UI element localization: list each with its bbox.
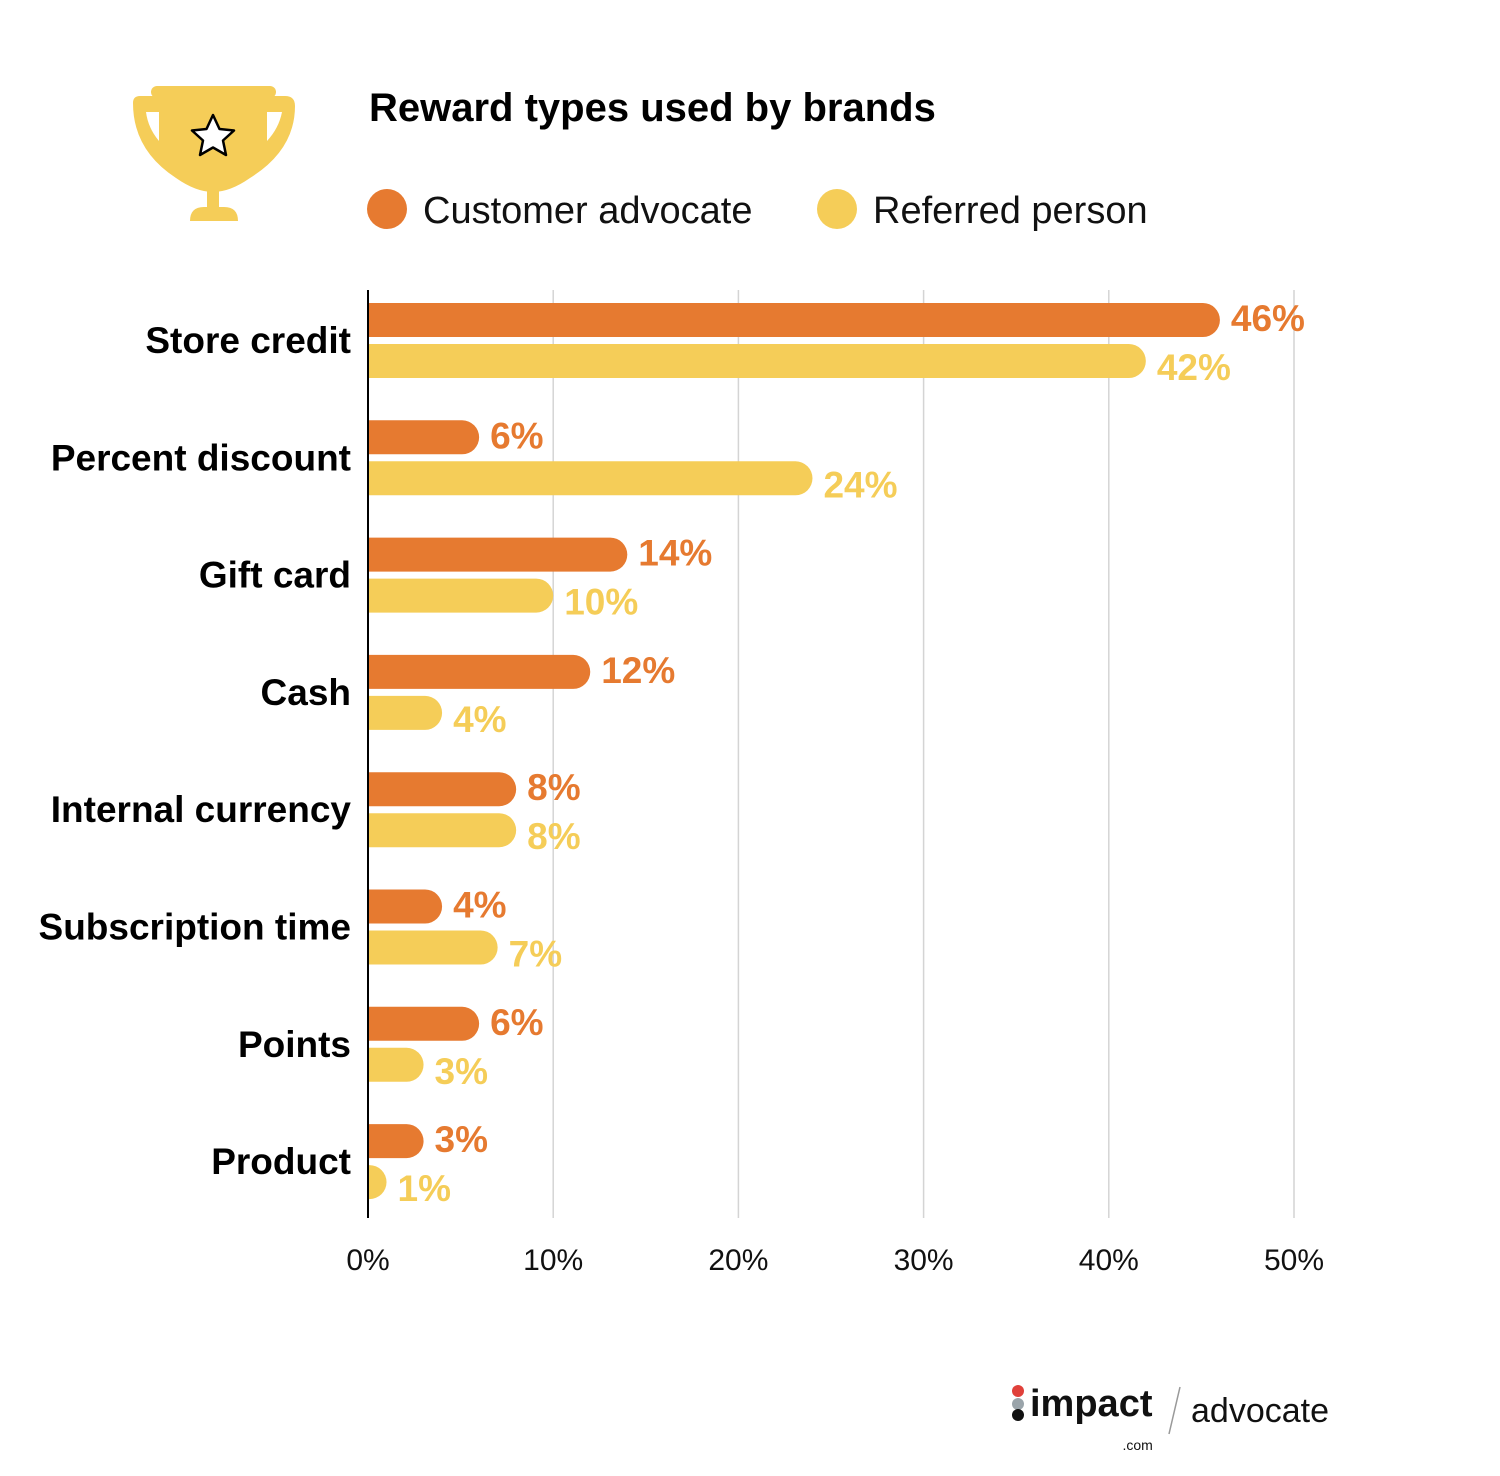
bar-customer-advocate — [368, 1006, 480, 1041]
star-icon — [190, 113, 236, 157]
data-label: 24% — [823, 464, 897, 505]
impact-advocate-logo: impact .com advocate — [1012, 1383, 1329, 1453]
logo-advocate-text: advocate — [1191, 1392, 1329, 1430]
chart-title: Reward types used by brands — [369, 86, 936, 130]
category-label: Internal currency — [51, 789, 352, 830]
legend-swatch-referred-person — [817, 189, 857, 229]
data-label: 46% — [1231, 298, 1305, 339]
category-label: Store credit — [145, 320, 351, 361]
bar-customer-advocate — [368, 654, 591, 689]
logo-impact-text: impact — [1030, 1383, 1153, 1425]
legend: Customer advocate Referred person — [367, 189, 1148, 232]
bar-referred-person — [368, 1165, 387, 1200]
data-label: 4% — [453, 885, 506, 926]
x-tick-label: 30% — [894, 1244, 954, 1277]
bar-customer-advocate — [368, 772, 517, 807]
bar-referred-person — [368, 578, 554, 613]
category-labels: Store credit Percent discount Gift card Cas… — [39, 320, 352, 1182]
bar-referred-person — [368, 813, 517, 848]
bar-customer-advocate — [368, 303, 1220, 337]
bar-referred-person — [368, 344, 1146, 378]
x-tick-labels: 0% 10% 20% 30% 40% 50% — [346, 1244, 1324, 1277]
trophy-icon — [133, 86, 295, 221]
category-label: Subscription time — [39, 907, 351, 948]
x-tick-label: 20% — [708, 1244, 768, 1277]
x-tick-label: 40% — [1079, 1244, 1139, 1277]
bar-referred-person — [368, 930, 498, 965]
x-tick-label: 50% — [1264, 1244, 1324, 1277]
legend-label-customer-advocate: Customer advocate — [423, 190, 753, 232]
data-label: 6% — [490, 415, 543, 456]
data-label: 3% — [435, 1119, 488, 1160]
category-label: Percent discount — [51, 437, 351, 478]
category-label: Gift card — [199, 555, 351, 596]
legend-label-referred-person: Referred person — [873, 190, 1148, 232]
category-label: Product — [211, 1141, 351, 1182]
data-label: 42% — [1157, 347, 1231, 388]
data-label: 8% — [527, 767, 580, 808]
x-tick-label: 10% — [523, 1244, 583, 1277]
bar-customer-advocate — [368, 420, 480, 455]
data-label: 6% — [490, 1002, 543, 1043]
logo-com-text: .com — [1122, 1437, 1152, 1453]
data-label: 8% — [527, 816, 580, 857]
data-label: 1% — [398, 1168, 451, 1209]
data-label: 12% — [601, 650, 675, 691]
bar-customer-advocate — [368, 889, 443, 924]
bar-customer-advocate — [368, 1124, 424, 1159]
bar-customer-advocate — [368, 537, 628, 572]
bar-referred-person — [368, 1047, 424, 1082]
x-tick-label: 0% — [346, 1244, 389, 1277]
category-label: Cash — [261, 672, 351, 713]
data-label: 10% — [564, 582, 638, 623]
bar-referred-person — [368, 461, 813, 496]
data-label: 4% — [453, 699, 506, 740]
data-label: 3% — [435, 1051, 488, 1092]
gridlines — [552, 290, 1295, 1218]
category-label: Points — [238, 1024, 351, 1065]
legend-swatch-customer-advocate — [367, 189, 407, 229]
data-label: 7% — [509, 934, 562, 975]
bars: 46%42%6%24%14%10%12%4%8%8%4%7%6%3%3%1% — [368, 298, 1305, 1209]
data-label: 14% — [638, 533, 712, 574]
bar-referred-person — [368, 695, 443, 730]
